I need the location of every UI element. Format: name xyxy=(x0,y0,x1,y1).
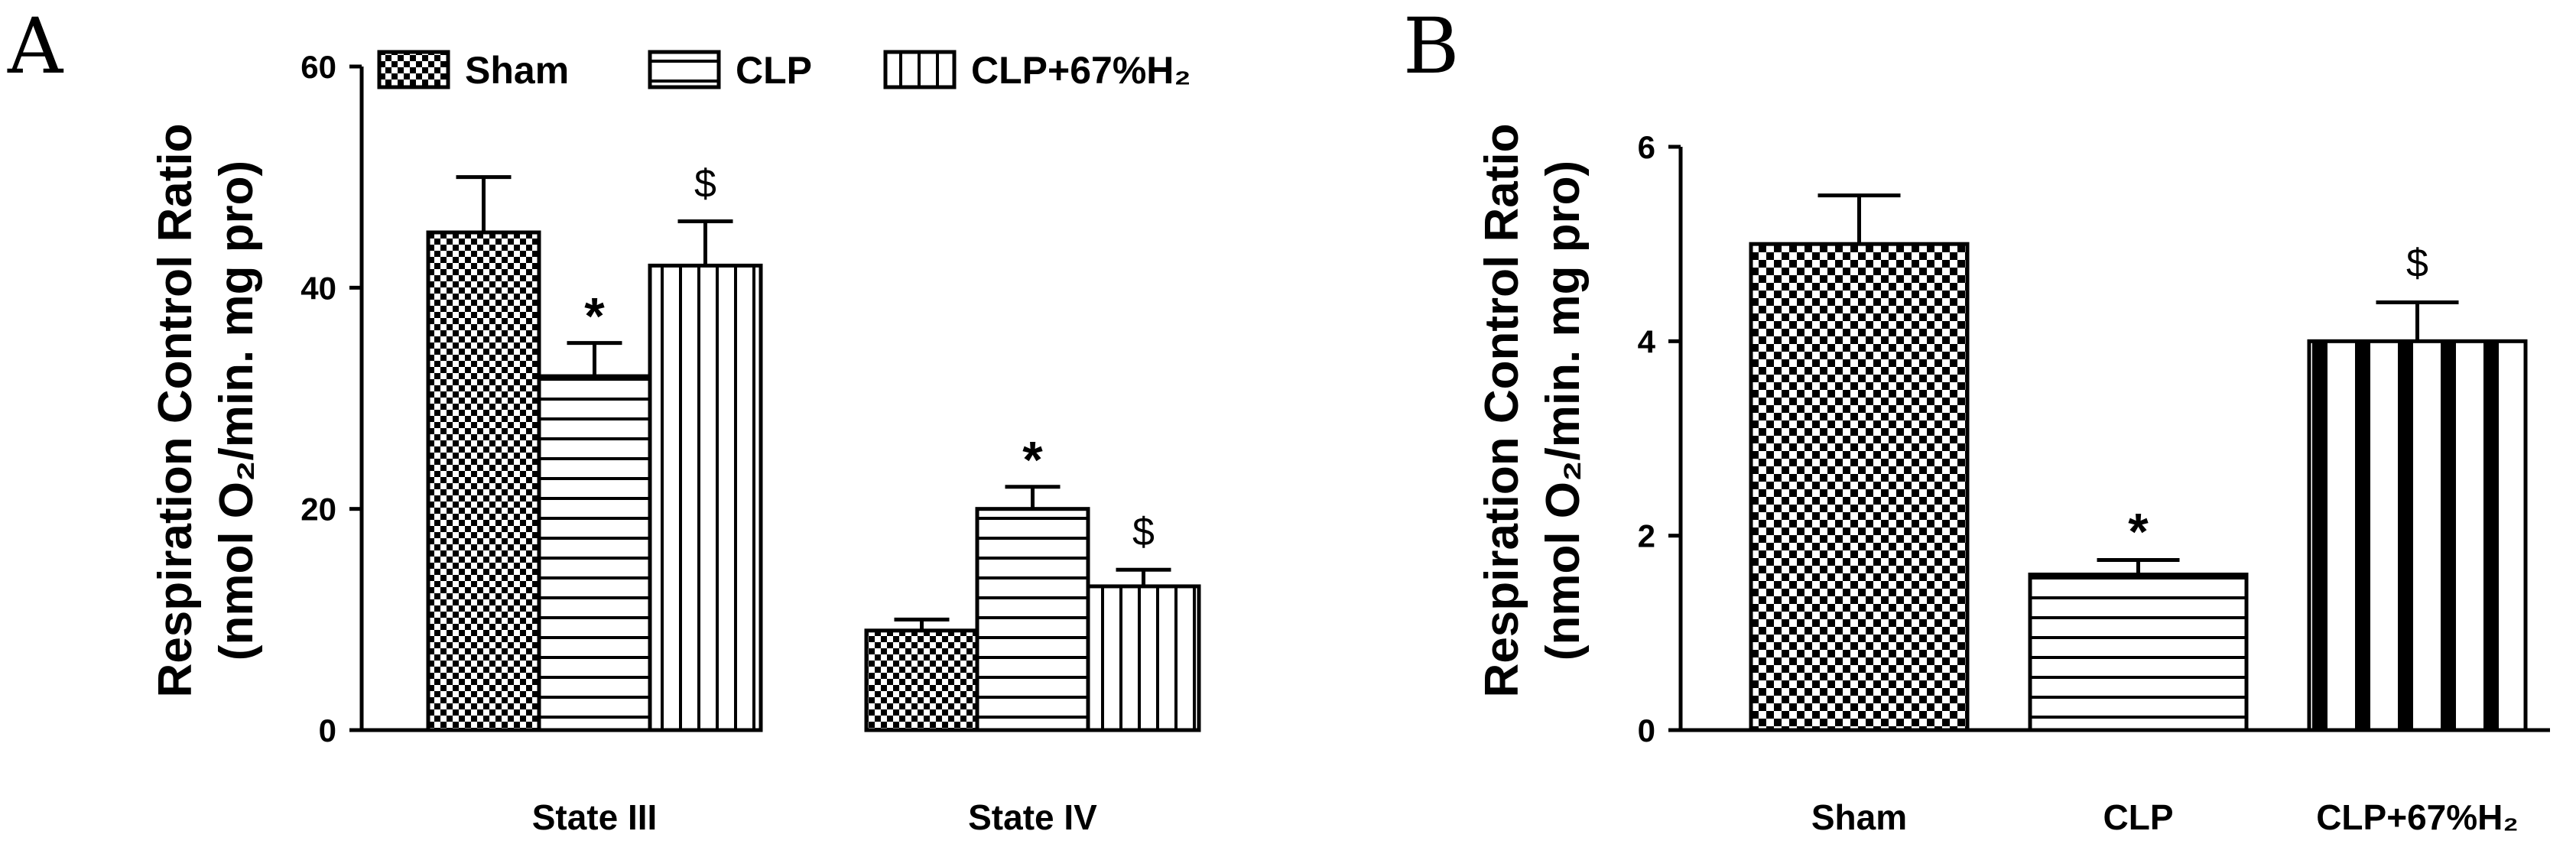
panel-a-bar xyxy=(648,263,763,732)
panel-b-y-tick-label: 0 xyxy=(1638,713,1655,748)
legend-swatch-checker xyxy=(377,50,450,89)
panel-a-x-tick-label: State IV xyxy=(968,797,1097,837)
panel-b-y-tick-label: 4 xyxy=(1638,323,1656,359)
panel-a-bar xyxy=(1086,584,1201,732)
legend-label: CLP+67%H₂ xyxy=(971,49,1191,92)
panel-b-y-axis-title: Respiration Control Ratio xyxy=(1476,124,1528,698)
legend-label: CLP xyxy=(736,49,812,92)
legend-swatch-horizontal xyxy=(648,50,721,89)
panel-a-bar xyxy=(975,507,1090,732)
legend-swatch-vertical xyxy=(883,50,957,89)
panel-a-y-axis-unit: (nmol O₂/min. mg pro) xyxy=(210,161,263,661)
panel-a-y-tick-label: 0 xyxy=(319,713,336,748)
panel-a-legend: Sham CLP CLP+67%H₂ xyxy=(377,49,1191,92)
panel-letter-b: B xyxy=(1403,2,1460,91)
panel-a-y-tick-label: 20 xyxy=(300,492,336,528)
panel-b-x-tick-label: CLP+67%H₂ xyxy=(2316,797,2519,837)
panel-a-y-tick-label: 40 xyxy=(300,270,336,306)
panel-b-bar xyxy=(2028,573,2249,732)
panel-a-significance-star: * xyxy=(584,287,605,346)
panel-a-bar xyxy=(426,230,541,732)
panel-b-x-tick-label: CLP xyxy=(2103,797,2174,837)
panel-a-bars: * $ State III * $ State IV xyxy=(426,162,1201,837)
legend-label: Sham xyxy=(465,49,569,92)
panel-b-y-tick-label: 6 xyxy=(1638,129,1655,165)
panel-b-y-axis-unit: (nmol O₂/min. mg pro) xyxy=(1537,161,1590,661)
panel-letter-a: A xyxy=(7,2,64,91)
panel-b-bars: Sham * CLP $ CLP+67%H₂ xyxy=(1749,193,2528,837)
panel-a-axes: 0 20 40 60 xyxy=(300,49,726,748)
panel-a-bar xyxy=(864,628,979,732)
panel-b-significance-star: * xyxy=(2128,502,2149,560)
panel-a-y-tick-label: 60 xyxy=(300,49,336,85)
panel-a-significance-star: * xyxy=(1022,431,1043,489)
panel-a-y-axis-title: Respiration Control Ratio xyxy=(149,124,202,698)
panel-a: A Respiration Control Ratio (nmol O₂/min… xyxy=(7,2,1201,837)
panel-b-bar xyxy=(1749,242,1970,732)
panel-a-x-tick-label: State III xyxy=(532,797,658,837)
panel-a-bar xyxy=(537,374,652,732)
panel-b-bar xyxy=(2307,339,2528,732)
panel-b: B Respiration Control Ratio (nmol O₂/min… xyxy=(1403,2,2550,837)
panel-a-significance-dollar: $ xyxy=(694,162,716,206)
panel-b-x-tick-label: Sham xyxy=(1811,797,1907,837)
panel-b-y-tick-label: 2 xyxy=(1638,518,1655,554)
panel-a-significance-dollar: $ xyxy=(1132,510,1155,554)
panel-b-significance-dollar: $ xyxy=(2406,241,2428,285)
